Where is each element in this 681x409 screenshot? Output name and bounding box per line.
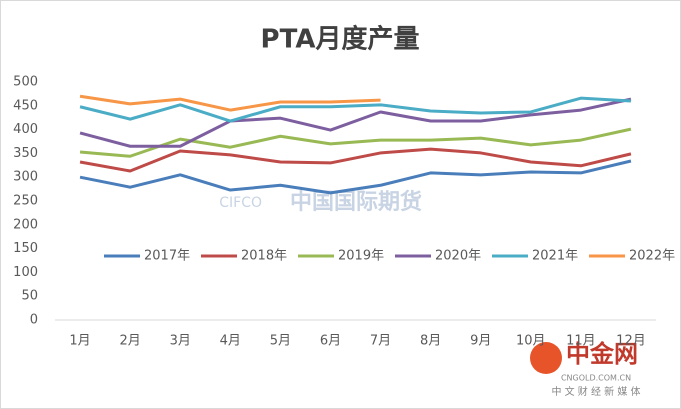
x-tick-label: 10月 [516, 334, 546, 349]
series-line [79, 94, 381, 112]
legend-label: 2017年 [144, 249, 190, 264]
series-line [79, 127, 632, 158]
legend-label: 2020年 [435, 249, 481, 264]
legend-label: 2019年 [338, 249, 384, 264]
y-tick-label: 0 [30, 313, 38, 328]
x-tick-label: 9月 [470, 334, 491, 349]
logo-slogan: 中 文 财 经 新 媒 体 [551, 385, 640, 398]
x-tick-label: 12月 [616, 334, 646, 349]
series-line [79, 147, 632, 173]
x-tick-label: 8月 [420, 334, 441, 349]
x-tick-label: 2月 [119, 334, 140, 349]
chart-title: PTA月度产量 [261, 24, 420, 55]
y-tick-label: 300 [13, 170, 38, 185]
series-line [79, 96, 632, 123]
y-tick-label: 400 [13, 122, 38, 137]
y-tick-label: 200 [13, 217, 38, 232]
legend-label: 2018年 [241, 249, 287, 264]
y-tick-label: 500 [13, 75, 38, 90]
series-line [79, 159, 632, 195]
watermark-code: CIFCO [219, 195, 262, 211]
logo-site: CNGOLD.COM.CN [561, 374, 631, 383]
y-tick-label: 150 [13, 241, 38, 256]
x-tick-label: 5月 [270, 334, 291, 349]
x-tick-label: 3月 [170, 334, 191, 349]
x-tick-label: 6月 [320, 334, 341, 349]
watermark-brand: 中国国际期货 [290, 189, 422, 215]
x-tick-label: 1月 [69, 334, 90, 349]
legend-label: 2021年 [532, 249, 578, 264]
logo: 中金网 CNGOLD.COM.CN 中 文 财 经 新 媒 体 [530, 340, 641, 398]
x-tick-label: 7月 [370, 334, 391, 349]
y-tick-label: 350 [13, 146, 38, 161]
y-tick-label: 450 [13, 98, 38, 113]
x-tick-label: 11月 [566, 334, 596, 349]
series-line [79, 97, 632, 148]
x-tick-label: 4月 [220, 334, 241, 349]
y-tick-label: 50 [21, 289, 38, 304]
logo-icon [530, 342, 562, 374]
y-tick-label: 250 [13, 194, 38, 209]
logo-name: 中金网 [566, 340, 638, 368]
y-tick-label: 100 [13, 265, 38, 280]
legend-label: 2022年 [629, 249, 675, 264]
